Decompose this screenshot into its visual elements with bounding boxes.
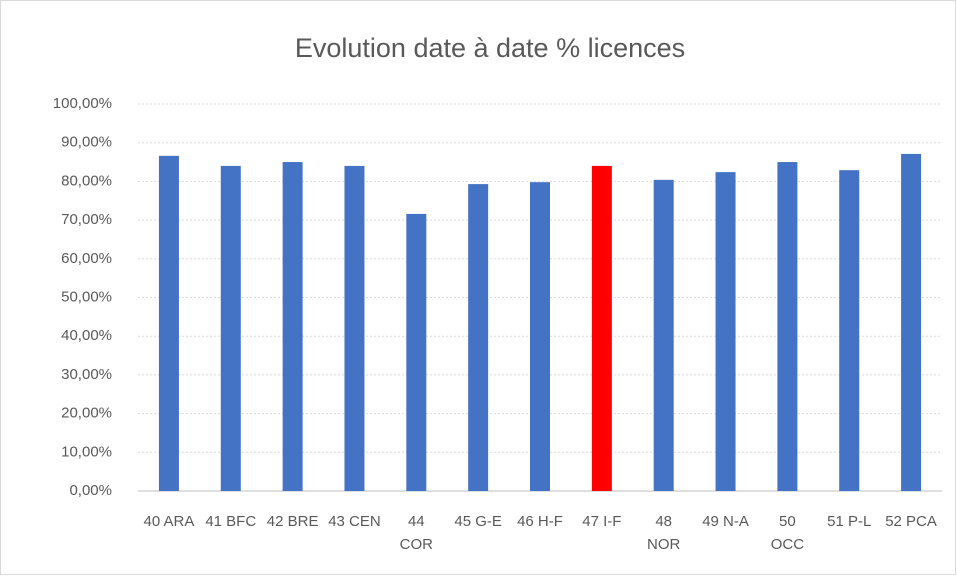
bar bbox=[839, 170, 860, 491]
y-tick-label: 90,00% bbox=[61, 134, 112, 151]
x-tick-label: 40 ARA bbox=[143, 513, 195, 530]
bar bbox=[530, 182, 550, 491]
x-tick-label: 47 I-F bbox=[582, 513, 622, 530]
y-tick-label: 70,00% bbox=[61, 211, 112, 228]
x-tick-label: 45 G-E bbox=[454, 513, 502, 530]
x-tick-label: 48 NOR bbox=[647, 513, 681, 553]
bar bbox=[282, 162, 303, 492]
bar bbox=[715, 172, 736, 491]
y-tick-label: 100,00% bbox=[53, 95, 112, 112]
y-tick-label: 80,00% bbox=[61, 172, 112, 189]
x-tick-label: 49 N-A bbox=[702, 513, 749, 530]
x-tick-label: 46 H-F bbox=[517, 513, 563, 530]
y-tick-label: 20,00% bbox=[61, 405, 112, 422]
x-tick-label: 42 BRE bbox=[266, 513, 319, 530]
y-tick-label: 10,00% bbox=[61, 443, 112, 460]
bar bbox=[344, 165, 365, 492]
bar bbox=[406, 213, 427, 491]
x-tick-label: 44 COR bbox=[399, 513, 433, 553]
x-tick-label: 43 CEN bbox=[328, 513, 381, 530]
x-tick-label: 50 OCC bbox=[770, 513, 805, 553]
y-tick-label: 30,00% bbox=[61, 366, 112, 383]
y-tick-label: 0,00% bbox=[69, 482, 112, 499]
y-tick-label: 40,00% bbox=[61, 327, 112, 344]
x-tick-label: 52 PCA bbox=[885, 513, 937, 530]
bar bbox=[468, 184, 489, 491]
y-tick-label: 60,00% bbox=[61, 250, 112, 267]
x-tick-label: 41 BFC bbox=[205, 513, 257, 530]
chart-title: Evolution date à date % licences bbox=[295, 33, 685, 63]
y-tick-label: 50,00% bbox=[61, 288, 112, 305]
bar bbox=[591, 165, 612, 492]
bar bbox=[901, 153, 922, 491]
bar bbox=[158, 155, 179, 491]
bar bbox=[653, 179, 674, 492]
x-tick-label: 51 P-L bbox=[827, 513, 872, 530]
bar bbox=[777, 162, 798, 492]
bar bbox=[220, 165, 241, 492]
